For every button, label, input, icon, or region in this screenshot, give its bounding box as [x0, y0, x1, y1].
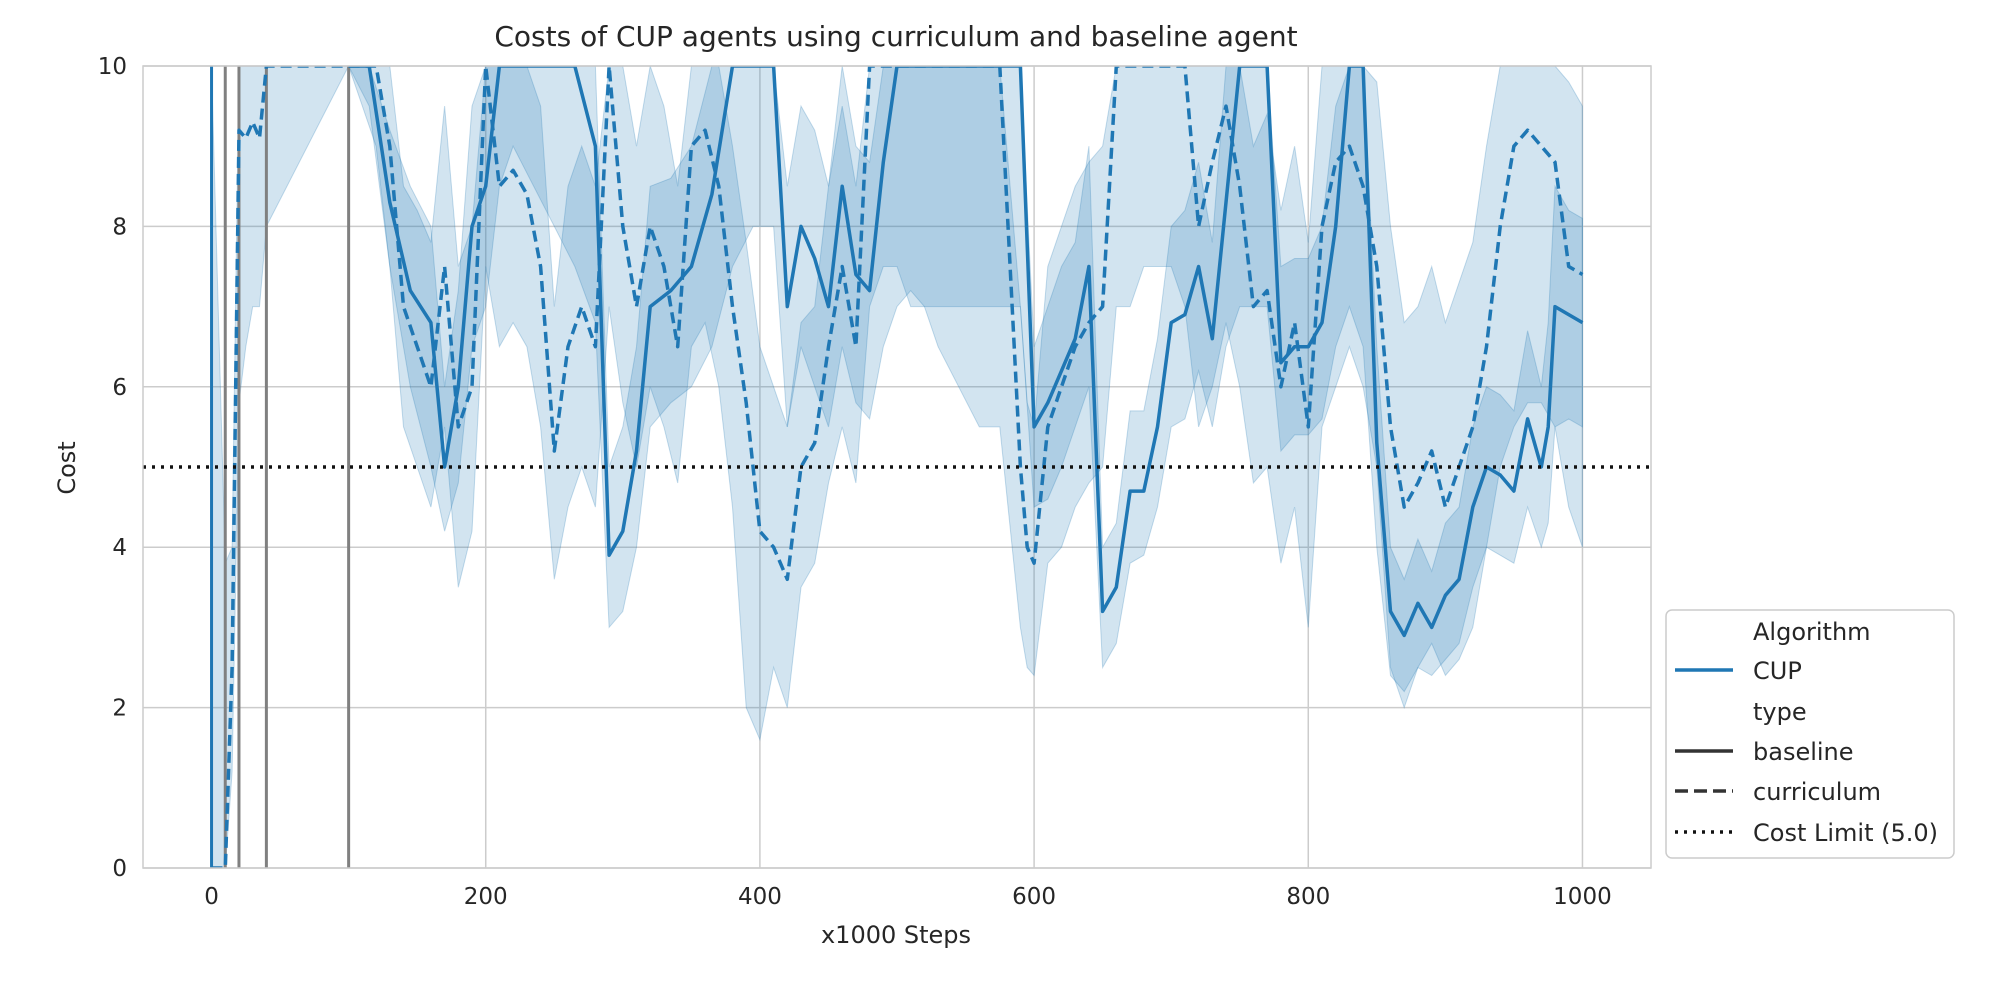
legend-label-curriculum: curriculum: [1753, 778, 1881, 806]
vertical-markers: [210, 66, 351, 868]
legend-title-type: type: [1753, 698, 1807, 726]
legend-label-cost-limit: Cost Limit (5.0): [1753, 819, 1938, 847]
axes: [142, 65, 1652, 869]
y-tick-label: 0: [112, 856, 127, 882]
legend: Algorithm CUP type baseline curriculum C…: [1665, 609, 1955, 859]
y-axis-label: Cost: [53, 441, 81, 494]
series-line-baseline: [348, 66, 1584, 638]
x-axis-label: x1000 Steps: [821, 921, 971, 949]
band-curriculum: [211, 66, 1583, 868]
x-tick-label: 600: [1012, 884, 1056, 910]
x-tick-label: 800: [1286, 884, 1330, 910]
y-tick-label: 10: [98, 54, 127, 80]
x-tick-label: 400: [738, 884, 782, 910]
legend-label-cup: CUP: [1753, 657, 1802, 685]
legend-label-baseline: baseline: [1753, 738, 1854, 766]
y-tick-label: 8: [112, 214, 127, 240]
series-line-curriculum: [211, 66, 1584, 868]
x-tick-label: 0: [204, 884, 219, 910]
y-tick-label: 4: [112, 535, 127, 561]
legend-box: [1665, 609, 1955, 859]
legend-title-algorithm: Algorithm: [1753, 618, 1871, 646]
x-tick-label: 1000: [1553, 884, 1612, 910]
x-tick-label: 200: [464, 884, 508, 910]
plot-frame: [142, 65, 1652, 869]
tick-labels: 0 200 400 600 800 1000 0 2 4 6 8 10: [98, 54, 1612, 910]
y-tick-label: 2: [112, 696, 127, 722]
series-lines: [211, 66, 1584, 868]
y-tick-label: 6: [112, 375, 127, 401]
chart-title: Costs of CUP agents using curriculum and…: [494, 20, 1297, 53]
